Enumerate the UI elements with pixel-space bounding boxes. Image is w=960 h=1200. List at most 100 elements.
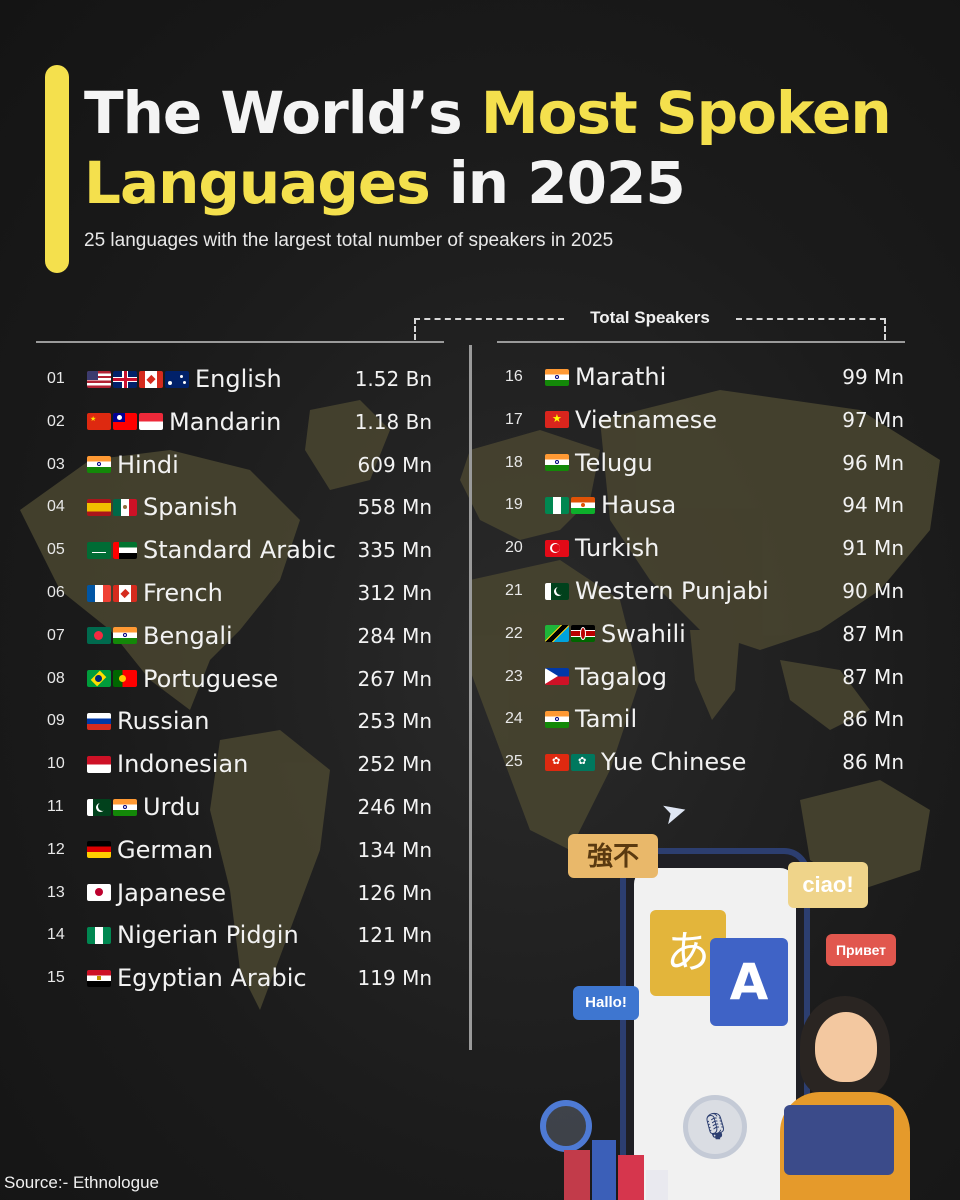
magnifying-glass-icon [540, 1100, 592, 1152]
language-row: 04 Spanish [47, 487, 238, 527]
mexico-flag-icon [113, 498, 137, 516]
flag-group: ★ [87, 413, 163, 431]
title-part2: in 2025 [429, 149, 686, 217]
left-column-divider [36, 341, 444, 343]
nigeria-flag-icon [87, 926, 111, 944]
language-row: 13 Japanese [47, 873, 226, 913]
speaker-count: 97 Mn [842, 407, 904, 432]
speaker-count: 134 Mn [357, 837, 432, 862]
flag-group [87, 841, 111, 859]
speaker-count: 90 Mn [842, 579, 904, 603]
language-rank: 18 [505, 453, 523, 471]
title-highlight1: Most Spoken [480, 79, 892, 147]
language-rank: 08 [47, 669, 65, 687]
speaker-count: 558 Mn [357, 495, 432, 520]
language-row: 10 Indonesian [47, 744, 248, 784]
india-flag-icon [113, 627, 137, 645]
flag-group [87, 884, 111, 902]
flag-group [87, 370, 189, 388]
flag-group [545, 539, 569, 557]
speaker-count: 87 Mn [842, 664, 904, 689]
singapore-flag-icon [139, 413, 163, 431]
language-rank: 16 [505, 368, 523, 385]
title-highlight2: Languages [84, 149, 431, 217]
india-flag-icon [545, 454, 569, 472]
speaker-count: 94 Mn [842, 493, 904, 518]
title-part1: The World’s [84, 79, 481, 147]
kenya-flag-icon [571, 625, 595, 643]
speaker-count: 335 Mn [357, 538, 432, 563]
total-speakers-label: Total Speakers [590, 308, 710, 327]
saudi-arabia-flag-icon [87, 541, 111, 559]
uk-flag-icon [113, 370, 137, 388]
language-rank: 25 [505, 753, 523, 771]
language-name: Telugu [575, 448, 653, 477]
indonesia-flag-icon [87, 755, 111, 773]
flag-group [87, 498, 137, 516]
japan-flag-icon [87, 884, 111, 902]
speaker-count: 246 Mn [357, 795, 432, 819]
language-rank: 21 [505, 582, 523, 599]
niger-flag-icon [571, 496, 595, 514]
language-row: 14 Nigerian Pidgin [47, 915, 299, 955]
speaker-count: 86 Mn [842, 750, 904, 775]
vietnam-flag-icon: ★ [545, 411, 569, 429]
speaker-count: 1.52 Bn [354, 367, 432, 391]
language-rank: 06 [47, 584, 65, 601]
speaker-count: 267 Mn [357, 666, 432, 691]
flag-group [545, 496, 595, 514]
language-name: Japanese [117, 878, 226, 907]
taiwan-flag-icon [113, 413, 137, 431]
language-rank: 13 [47, 883, 65, 901]
spain-flag-icon [87, 498, 111, 516]
speaker-count: 91 Mn [842, 536, 904, 561]
privet-speech-bubble: Привет [826, 934, 896, 966]
germany-flag-icon [87, 841, 111, 859]
flag-group [87, 541, 137, 559]
speaker-count: 609 Mn [357, 452, 432, 477]
australia-flag-icon [165, 370, 189, 388]
language-row: 01 English [47, 359, 282, 399]
title-accent-bar [45, 65, 69, 273]
language-rank: 15 [47, 969, 65, 987]
language-name: Mandarin [169, 407, 282, 436]
language-name: Indonesian [117, 750, 249, 779]
language-name: Vietnamese [575, 405, 718, 434]
language-name: German [117, 835, 214, 864]
flag-group: ★ [545, 411, 569, 429]
canada-flag-icon [113, 584, 137, 602]
source-credit: Source:- Ethnologue [4, 1173, 159, 1192]
hong-kong-flag-icon: ✿ [545, 753, 569, 771]
language-name: Hausa [601, 491, 677, 520]
column-separator [469, 345, 472, 1050]
flag-group [87, 456, 111, 474]
language-rank: 22 [505, 624, 523, 642]
latin-card: A [710, 938, 788, 1026]
language-row: 06 French [47, 573, 223, 613]
speaker-count: 253 Mn [357, 709, 432, 734]
flag-group [87, 670, 137, 688]
language-row: 21 Western Punjabi [505, 571, 769, 611]
brazil-flag-icon [87, 670, 111, 688]
person-avatar [815, 1012, 877, 1082]
language-row: 03 Hindi [47, 445, 179, 485]
language-row: 02 ★ Mandarin [47, 402, 281, 442]
language-rank: 05 [47, 541, 65, 559]
chinese-speech-bubble: 強不 [568, 834, 658, 878]
language-name: Hindi [117, 450, 179, 479]
language-row: 23 Tagalog [505, 657, 667, 697]
pakistan-flag-icon [87, 798, 111, 816]
language-row: 08 Portuguese [47, 659, 278, 699]
language-name: Egyptian Arabic [117, 964, 307, 993]
language-name: French [143, 579, 223, 607]
speaker-count: 1.18 Bn [354, 409, 432, 434]
flag-group [545, 368, 569, 386]
flag-group [87, 798, 137, 816]
language-name: Swahili [601, 619, 686, 648]
language-rank: 03 [47, 455, 65, 473]
philippines-flag-icon [545, 668, 569, 686]
language-row: 12 German [47, 830, 213, 870]
language-rank: 07 [47, 626, 65, 644]
india-flag-icon [113, 798, 137, 816]
speaker-count: 99 Mn [842, 365, 904, 389]
